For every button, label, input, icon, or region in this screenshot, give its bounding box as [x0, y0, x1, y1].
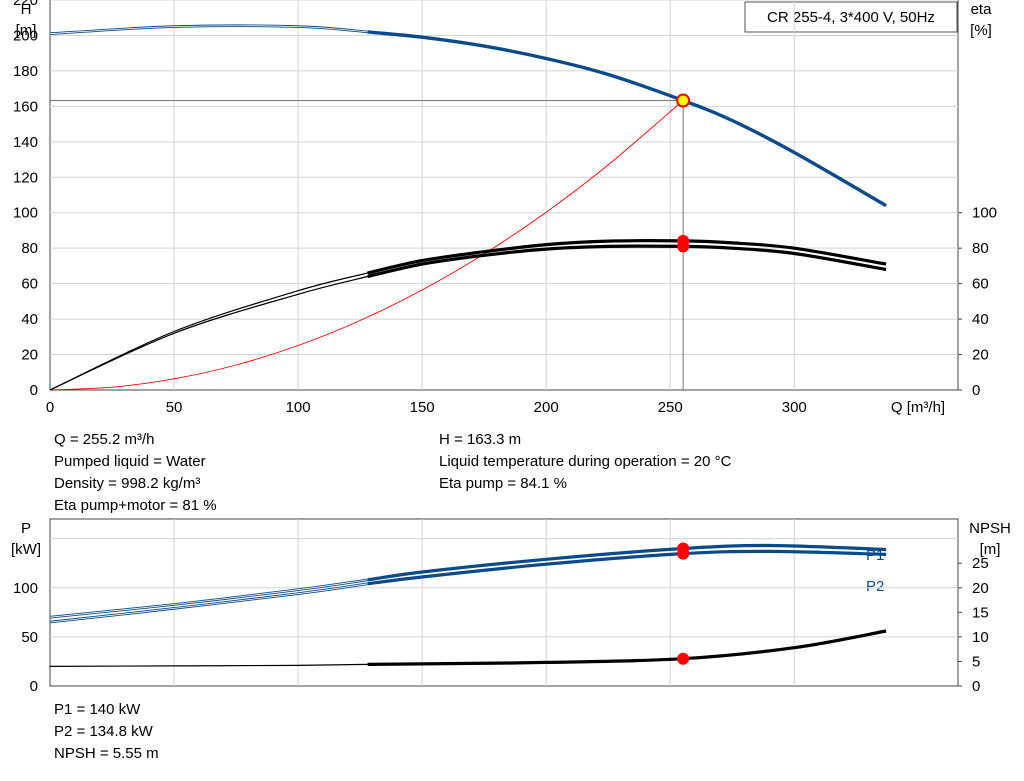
p1-curve-thin-core	[49, 579, 368, 618]
y-right-tick-label: 40	[972, 311, 989, 328]
y-right-tick-label: 80	[972, 240, 989, 257]
info-p2: P2 = 134.8 kW	[54, 723, 153, 740]
info-head: H = 163.3 m	[439, 431, 522, 448]
x-axis-label: Q [m³/h]	[891, 399, 945, 416]
p2-curve-thin	[49, 582, 368, 624]
npsh-tick-label: 25	[972, 555, 989, 572]
info-flow: Q = 255.2 m³/h	[54, 431, 155, 448]
y-left-tick-label: 60	[21, 276, 38, 293]
y-left-label-2: [m]	[16, 22, 37, 39]
npsh-tick-label: 15	[972, 604, 989, 621]
info-npsh: NPSH = 5.55 m	[54, 745, 159, 762]
y-left-tick-label: 20	[21, 347, 38, 364]
p1-curve-thin	[49, 578, 368, 619]
op-marker-npsh	[677, 652, 690, 665]
y-left-tick-label: 180	[13, 63, 38, 80]
info-eta-pump: Eta pump = 84.1 %	[439, 475, 567, 492]
y-left-label-1: H	[21, 1, 32, 18]
top-frame	[49, 0, 959, 391]
eta-pump-curve-thin	[49, 272, 368, 391]
x-tick-label: 150	[410, 399, 435, 416]
p-tick-label: 50	[21, 629, 38, 646]
info-temperature: Liquid temperature during operation = 20…	[439, 453, 732, 470]
info-density: Density = 998.2 kg/m³	[54, 475, 201, 492]
info-bottom: P1 = 140 kW P2 = 134.8 kW NPSH = 5.55 m	[54, 699, 159, 765]
x-tick-label: 300	[782, 399, 807, 416]
p-axis-label-2: [kW]	[11, 541, 41, 558]
x-tick-label: 0	[46, 399, 54, 416]
p2-curve-thin-core	[49, 583, 368, 623]
npsh-tick-label: 0	[972, 678, 980, 695]
npsh-axis-label-1: NPSH	[969, 520, 1011, 537]
system-curve	[49, 100, 684, 391]
eta-total-curve-thin	[49, 275, 368, 391]
y-right-tick-label: 0	[972, 382, 980, 399]
x-tick-label: 100	[286, 399, 311, 416]
op-marker-eta-total	[677, 240, 690, 253]
x-tick-label: 250	[658, 399, 683, 416]
y-left-tick-label: 80	[21, 240, 38, 257]
x-tick-label: 50	[166, 399, 183, 416]
y-left-tick-label: 160	[13, 98, 38, 115]
p1-curve-thick	[367, 543, 887, 582]
chart-title: CR 255-4, 3*400 V, 50Hz	[767, 9, 935, 26]
y-left-tick-label: 220	[13, 0, 38, 9]
x-tick-label: 200	[534, 399, 559, 416]
p-tick-label: 100	[13, 580, 38, 597]
y-left-tick-label: 140	[13, 134, 38, 151]
npsh-tick-label: 20	[972, 580, 989, 597]
y-left-tick-label: 120	[13, 169, 38, 186]
y-left-tick-label: 200	[13, 27, 38, 44]
p2-curve-thick	[367, 549, 887, 586]
p-axis-label-1: P	[21, 520, 31, 537]
y-right-tick-label: 100	[972, 205, 997, 222]
y-right-label-2: [%]	[970, 22, 992, 39]
eta-total-curve-thick	[367, 244, 887, 279]
info-liquid: Pumped liquid = Water	[54, 453, 206, 470]
eta-pump-curve-thick	[367, 239, 887, 275]
npsh-curve-thick	[367, 629, 887, 666]
op-marker-p2	[677, 547, 690, 560]
y-left-tick-label: 0	[30, 382, 38, 399]
bottom-frame	[49, 518, 959, 687]
chart-title-box	[744, 1, 958, 33]
y-right-label-1: eta	[971, 1, 993, 18]
head-curve-thick	[367, 30, 887, 208]
npsh-curve-thin	[49, 663, 368, 667]
info-eta-total: Eta pump+motor = 81 %	[54, 497, 217, 514]
npsh-axis-label-2: [m]	[980, 541, 1001, 558]
p-tick-label: 0	[30, 678, 38, 695]
y-right-tick-label: 20	[972, 347, 989, 364]
npsh-tick-label: 5	[972, 653, 980, 670]
info-top-right: H = 163.3 m Liquid temperature during op…	[439, 429, 731, 495]
info-p1: P1 = 140 kW	[54, 701, 141, 718]
y-left-tick-label: 40	[21, 311, 38, 328]
y-right-tick-label: 60	[972, 276, 989, 293]
info-top-left: Q = 255.2 m³/h Pumped liquid = Water Den…	[54, 429, 217, 517]
head-curve-thin-core	[49, 25, 368, 35]
y-left-tick-label: 100	[13, 205, 38, 222]
op-marker-head	[676, 93, 691, 108]
legend-p2: P2	[866, 578, 884, 595]
npsh-tick-label: 10	[972, 629, 989, 646]
head-curve-thin	[49, 24, 368, 35]
